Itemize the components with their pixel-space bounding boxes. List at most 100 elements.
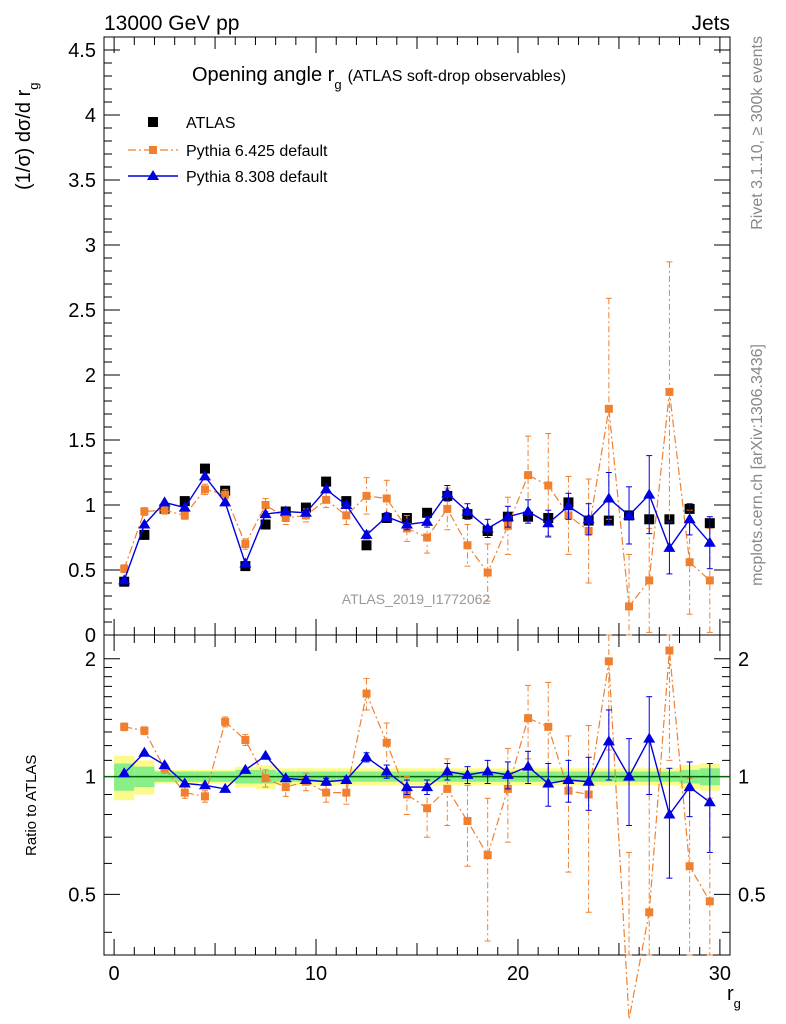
pythia8-ratio-point [703, 796, 716, 807]
atlas-data-point [139, 529, 150, 540]
pythia6-ratio-point [120, 722, 129, 731]
pythia8-top-point [138, 518, 151, 529]
pythia6-top-point [443, 504, 452, 513]
pythia6-top-point [463, 541, 472, 550]
pythia6-ratio-line [124, 650, 711, 1020]
ratio-y-tick-label-right: 1 [738, 767, 749, 789]
pythia6-ratio-point [665, 646, 674, 655]
pythia6-top-point [524, 471, 533, 480]
pythia8-top-point [421, 515, 434, 526]
pythia8-ratio-point [219, 782, 232, 793]
pythia8-top-point [239, 557, 252, 568]
legend: ATLAS Pythia 6.425 default Pythia 8.308 … [128, 115, 328, 186]
pythia8-ratio-point [299, 773, 312, 784]
pythia8-top-point [441, 487, 454, 498]
pythia6-ratio-point [705, 897, 714, 906]
pythia8-top-point [683, 513, 696, 524]
legend-atlas-marker [148, 117, 158, 127]
pythia8-top-point [522, 505, 535, 516]
pythia6-ratio-point [685, 862, 694, 871]
pythia6-top-point [180, 511, 189, 520]
top-y-tick-label: 2.5 [68, 300, 96, 322]
pythia8-ratio-point [138, 746, 151, 757]
x-tick-label: 0 [109, 963, 120, 985]
pythia6-top-point [705, 576, 714, 585]
pythia6-top-point [665, 387, 674, 396]
pythia6-top-point [160, 506, 169, 515]
pythia8-ratio-point [623, 770, 636, 781]
pythia8-ratio-point [400, 781, 413, 792]
top-y-tick-label: 1.5 [68, 430, 96, 452]
pythia6-top-point [625, 602, 634, 611]
pythia6-ratio-point [322, 788, 331, 797]
pythia8-ratio-point [259, 749, 272, 760]
top-y-axis-label: (1/σ) dσ/d rg [13, 83, 41, 191]
pythia8-top-point [643, 488, 656, 499]
pythia6-top-point [342, 511, 351, 520]
pythia6-ratio-point [443, 784, 452, 793]
pythia6-top-point [423, 533, 432, 542]
pythia6-top-point [645, 576, 654, 585]
pythia6-ratio-point [241, 736, 250, 745]
pythia8-top-point [198, 470, 211, 481]
pythia8-ratio-point [522, 760, 535, 771]
pythia8-top-point [562, 500, 575, 511]
plot-title: Opening angle rg (ATLAS soft-drop observa… [192, 64, 566, 92]
pythia8-top-point [320, 483, 333, 494]
top-y-tick-label: 1 [85, 495, 96, 517]
x-tick-label: 20 [507, 963, 529, 985]
pythia8-ratio-point [158, 759, 171, 770]
atlas-data-point [321, 476, 332, 487]
pythia6-ratio-point [463, 816, 472, 825]
top-axis-ticks: 0 0.5 1 1.5 2 2.5 3 3.5 4 4.5 [68, 37, 730, 647]
ratio-y-tick-label-right: 0.5 [738, 884, 766, 906]
pythia8-top-point [299, 506, 312, 517]
analysis-watermark: ATLAS_2019_I1772062 [342, 591, 491, 607]
rivet-version-label: Rivet 3.1.10, ≥ 300k events [749, 36, 766, 230]
ratio-y-axis-label: Ratio to ATLAS [23, 755, 40, 856]
pythia8-ratio-point [360, 751, 373, 762]
top-series-layer [118, 261, 716, 636]
pythia8-top-point [158, 496, 171, 507]
pythia6-ratio-point [281, 783, 290, 792]
pythia6-top-point [241, 540, 250, 548]
atlas-data-point [260, 519, 271, 530]
legend-pythia8-marker [147, 170, 159, 180]
pythia8-ratio-point [582, 775, 595, 786]
top-y-tick-label: 4 [85, 105, 96, 127]
ratio-y-tick-label-left: 2 [85, 649, 96, 671]
pythia8-ratio-point [481, 765, 494, 776]
pythia6-ratio-point [180, 788, 189, 797]
pythia8-top-point [663, 541, 676, 552]
pythia6-ratio-point [645, 908, 654, 917]
atlas-data-point [179, 496, 190, 507]
ratio-y-tick-label-right: 2 [738, 649, 749, 671]
pythia6-ratio-point [382, 738, 391, 747]
top-y-tick-label: 0.5 [68, 560, 96, 582]
pythia6-ratio-point [261, 774, 270, 783]
pythia8-ratio-point [178, 777, 191, 788]
ratio-series-layer [118, 634, 716, 1020]
pythia6-top-point [120, 564, 129, 573]
pythia8-ratio-line [123, 736, 711, 817]
pythia6-ratio-point [140, 726, 149, 735]
pythia8-ratio-point [461, 768, 474, 779]
pythia6-top-point [604, 404, 613, 413]
pythia8-ratio-point [320, 775, 333, 786]
pythia6-ratio-point [342, 788, 351, 797]
pythia6-top-point [322, 495, 331, 504]
beam-energy-label: 13000 GeV pp [104, 12, 239, 35]
pythia8-top-point [279, 505, 292, 516]
pythia8-ratio-point [663, 808, 676, 819]
pythia8-ratio-point [239, 763, 252, 774]
pythia8-top-point [360, 528, 373, 539]
pythia6-ratio-point [544, 722, 553, 731]
pythia8-ratio-point [118, 767, 131, 778]
pythia6-top-point [200, 485, 209, 494]
x-tick-label: 10 [305, 963, 327, 985]
pythia6-top-point [362, 491, 371, 500]
pythia8-top-point [340, 499, 353, 509]
pythia6-top-point [140, 507, 149, 516]
pythia8-ratio-point [380, 765, 393, 776]
